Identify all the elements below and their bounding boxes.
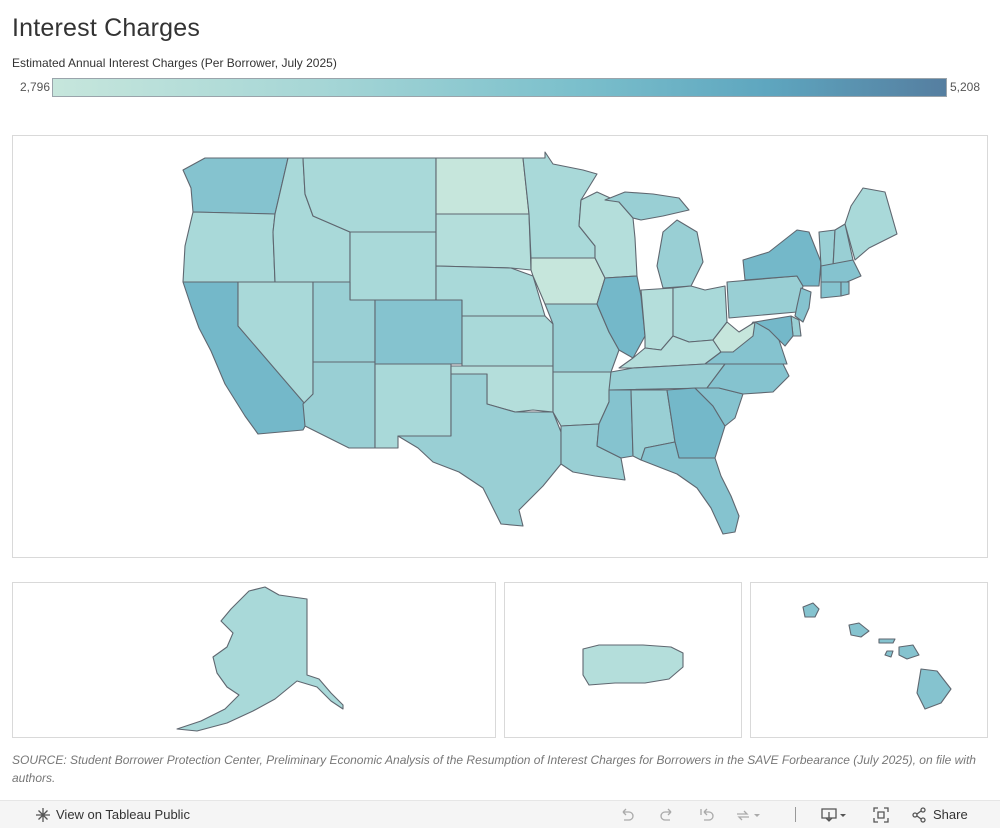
view-on-tableau-label: View on Tableau Public bbox=[56, 807, 190, 822]
alaska-map bbox=[176, 586, 344, 732]
legend-title: Estimated Annual Interest Charges (Per B… bbox=[12, 56, 337, 70]
state-montana[interactable] bbox=[302, 157, 437, 233]
contiguous-us-map bbox=[182, 151, 898, 535]
state-maryland[interactable] bbox=[754, 315, 794, 347]
state-michigan-upper[interactable] bbox=[604, 191, 690, 221]
state-texas[interactable] bbox=[397, 373, 562, 527]
state-washington[interactable] bbox=[182, 157, 289, 215]
chevron-down-icon bbox=[840, 813, 846, 817]
state-kansas[interactable] bbox=[461, 315, 554, 367]
state-maine[interactable] bbox=[844, 187, 898, 261]
legend-max-label: 5,208 bbox=[950, 80, 981, 94]
state-north-dakota[interactable] bbox=[435, 157, 530, 215]
legend-min-label: 2,796 bbox=[19, 80, 50, 94]
state-pennsylvania[interactable] bbox=[726, 275, 804, 319]
state-new-york[interactable] bbox=[742, 229, 822, 287]
view-on-tableau-public-link[interactable]: View on Tableau Public bbox=[34, 801, 190, 828]
puerto-rico-map-panel bbox=[504, 582, 742, 738]
undo-icon bbox=[622, 808, 634, 821]
download-icon bbox=[821, 807, 837, 822]
undo-button[interactable] bbox=[618, 801, 636, 828]
alaska-map-panel bbox=[12, 582, 496, 738]
main-map-panel bbox=[12, 135, 988, 558]
share-icon bbox=[912, 806, 926, 823]
state-rhode-island[interactable] bbox=[840, 281, 850, 297]
state-vermont[interactable] bbox=[818, 229, 836, 267]
state-south-dakota[interactable] bbox=[435, 213, 532, 271]
source-note: SOURCE: Student Borrower Protection Cent… bbox=[12, 753, 976, 785]
dashboard-title: Interest Charges bbox=[12, 14, 201, 42]
hawaii-map-panel bbox=[750, 582, 988, 738]
share-label: Share bbox=[933, 807, 968, 822]
state-puerto-rico[interactable] bbox=[582, 644, 684, 686]
state-arizona[interactable] bbox=[302, 361, 376, 449]
chevron-down-icon bbox=[754, 813, 760, 817]
refresh-icon bbox=[737, 810, 749, 820]
state-colorado[interactable] bbox=[374, 299, 463, 365]
state-wyoming[interactable] bbox=[349, 231, 437, 301]
state-oregon[interactable] bbox=[182, 211, 276, 283]
puerto-rico-map bbox=[582, 644, 684, 686]
state-new-mexico[interactable] bbox=[374, 363, 452, 449]
state-connecticut[interactable] bbox=[820, 281, 842, 299]
share-button[interactable]: Share bbox=[910, 801, 968, 828]
hawaii-map bbox=[802, 602, 952, 710]
download-button[interactable] bbox=[820, 801, 848, 828]
redo-icon bbox=[660, 808, 672, 821]
fullscreen-icon bbox=[873, 806, 889, 823]
state-indiana[interactable] bbox=[640, 287, 674, 351]
redo-button[interactable] bbox=[658, 801, 676, 828]
color-legend-bar bbox=[52, 78, 947, 97]
fullscreen-button[interactable] bbox=[872, 801, 890, 828]
state-new-jersey[interactable] bbox=[794, 287, 812, 323]
state-iowa[interactable] bbox=[530, 257, 606, 305]
tableau-logo-icon bbox=[36, 807, 50, 822]
tableau-toolbar: View on Tableau Public Share bbox=[0, 800, 1000, 828]
revert-button[interactable] bbox=[698, 801, 716, 828]
state-massachusetts[interactable] bbox=[820, 259, 862, 283]
state-florida[interactable] bbox=[640, 441, 740, 535]
toolbar-divider bbox=[795, 807, 796, 822]
state-west-virginia[interactable] bbox=[712, 321, 756, 353]
state-hawaii[interactable] bbox=[802, 602, 952, 710]
state-alaska[interactable] bbox=[176, 586, 344, 732]
refresh-button[interactable] bbox=[734, 801, 762, 828]
state-michigan[interactable] bbox=[656, 219, 704, 289]
revert-icon bbox=[700, 808, 714, 821]
